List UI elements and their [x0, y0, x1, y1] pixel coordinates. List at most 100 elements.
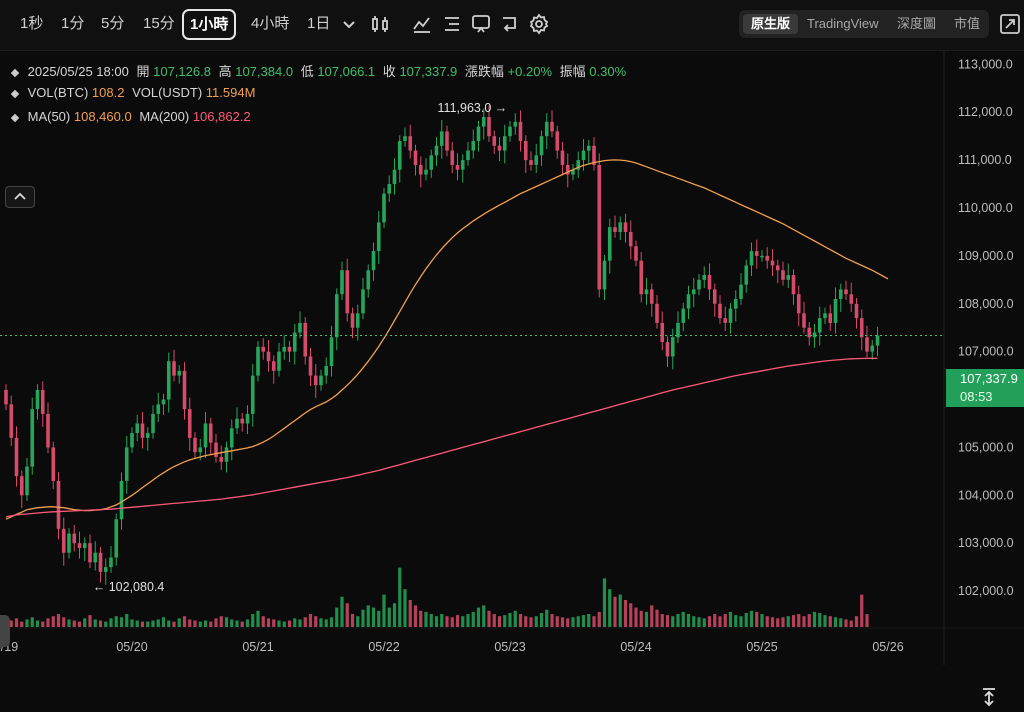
candlestick-type-icon[interactable] — [368, 12, 392, 36]
volume-bar — [146, 621, 150, 627]
settings-gear-icon[interactable] — [527, 12, 551, 36]
volume-bar — [608, 589, 612, 627]
volume-bar — [224, 617, 229, 627]
list-icon[interactable] — [440, 12, 464, 36]
candle-body — [728, 308, 733, 323]
volume-bar — [266, 618, 271, 627]
volume-bar — [497, 616, 502, 627]
timeframe-4h[interactable]: 4小時 — [251, 15, 290, 32]
volume-bar — [461, 616, 465, 627]
ma50-line — [5, 159, 889, 520]
change-value: +0.20% — [507, 64, 552, 79]
candle-body — [172, 361, 176, 376]
candle-body — [802, 313, 806, 328]
volume-bar — [398, 567, 402, 627]
volume-bar — [419, 610, 423, 627]
tab-market-cap[interactable]: 市值 — [954, 16, 981, 31]
timeframe-1h[interactable]: 1小時 — [182, 9, 237, 40]
candle-body — [282, 346, 287, 352]
candle-body — [781, 270, 785, 280]
view-switcher: 原生版 TradingView 深度圖 市值 — [739, 10, 989, 38]
x-tick-label: 05/24 — [620, 640, 651, 654]
volume-bar — [119, 617, 124, 627]
volume-bar — [282, 621, 286, 627]
candle-body — [676, 322, 680, 338]
volume-bar — [361, 609, 365, 627]
candle-body — [513, 121, 518, 127]
volume-bar — [734, 615, 738, 627]
candle-body — [529, 160, 533, 165]
amplitude-label: 振幅 — [559, 64, 586, 79]
candle-body — [823, 313, 827, 319]
volume-bar — [350, 614, 355, 627]
candle-body — [151, 413, 155, 434]
volume-bar — [25, 619, 29, 627]
timeframe-5m[interactable]: 5分 — [101, 15, 125, 32]
extreme-price-annotation: 111,963.0 → — [438, 101, 508, 115]
replay-icon[interactable] — [498, 12, 522, 36]
last-price-tag: 107,337.9 08:53 — [946, 369, 1024, 407]
volume-bar — [130, 619, 134, 627]
volume-bar — [345, 603, 349, 627]
volume-bar — [72, 620, 76, 627]
volume-bar — [177, 618, 181, 627]
volume-bar — [382, 594, 386, 627]
candle-body — [67, 533, 71, 553]
volume-bar — [30, 617, 34, 627]
volume-bar — [844, 619, 848, 627]
chevron-down-icon[interactable] — [337, 12, 361, 36]
candle-body — [859, 318, 864, 338]
candle-body — [670, 337, 675, 357]
candle-body — [250, 375, 255, 414]
candle-body — [613, 227, 617, 232]
timeframe-15m[interactable]: 15分 — [143, 15, 175, 32]
volume-bar — [9, 620, 13, 627]
chart-area[interactable]: 113,000.0 112,000.0 111,000.0 110,000.0 109,… — [0, 50, 1024, 707]
candle-body — [571, 169, 575, 175]
volume-bar — [366, 605, 370, 627]
candle-body — [723, 318, 728, 323]
volume-bar — [98, 620, 103, 627]
candle-body — [245, 413, 250, 424]
scroll-left-handle[interactable] — [0, 615, 10, 647]
open-label: 開 — [136, 64, 150, 79]
volume-bar — [445, 616, 449, 627]
volume-bar — [797, 614, 801, 627]
volume-bar — [707, 616, 712, 627]
volume-bar — [592, 616, 596, 627]
candlestick-chart[interactable]: 113,000.0 112,000.0 111,000.0 110,000.0 109,… — [0, 50, 1024, 665]
candle-body — [287, 346, 292, 352]
timeframe-1s[interactable]: 1秒 — [20, 15, 44, 32]
candle-body — [40, 389, 45, 414]
volume-bar — [476, 607, 481, 627]
fullscreen-icon[interactable] — [998, 12, 1022, 36]
volume-bar — [492, 614, 496, 627]
volume-bar — [634, 607, 638, 627]
low-value: 107,066.1 — [317, 64, 376, 79]
tab-native[interactable]: 原生版 — [743, 14, 799, 34]
candle-body — [550, 121, 554, 132]
tab-tradingview[interactable]: TradingView — [807, 16, 879, 31]
volume-bar — [665, 615, 670, 627]
ma50-label: MA(50) — [27, 109, 71, 124]
scroll-to-latest-icon[interactable] — [980, 687, 998, 707]
volume-bar — [786, 616, 790, 627]
collapse-legend-button[interactable] — [5, 186, 35, 208]
tab-depth[interactable]: 深度圖 — [897, 16, 937, 31]
legend-diamond-icon — [10, 113, 20, 123]
candle-body — [313, 375, 318, 386]
volume-bar — [550, 614, 554, 627]
timeframe-1d[interactable]: 1日 — [307, 15, 331, 32]
volume-bar — [214, 618, 218, 627]
candle-body — [854, 303, 859, 319]
close-label: 收 — [382, 64, 396, 79]
indicators-icon[interactable] — [410, 12, 434, 36]
volume-bar — [739, 616, 743, 627]
candle-body — [130, 433, 134, 448]
volume-bar — [35, 620, 40, 627]
candle-body — [450, 150, 455, 165]
drawing-tools-icon[interactable] — [469, 12, 493, 36]
timeframe-1m[interactable]: 1分 — [61, 15, 85, 32]
volume-bar — [319, 618, 323, 627]
volume-bar — [77, 621, 82, 627]
